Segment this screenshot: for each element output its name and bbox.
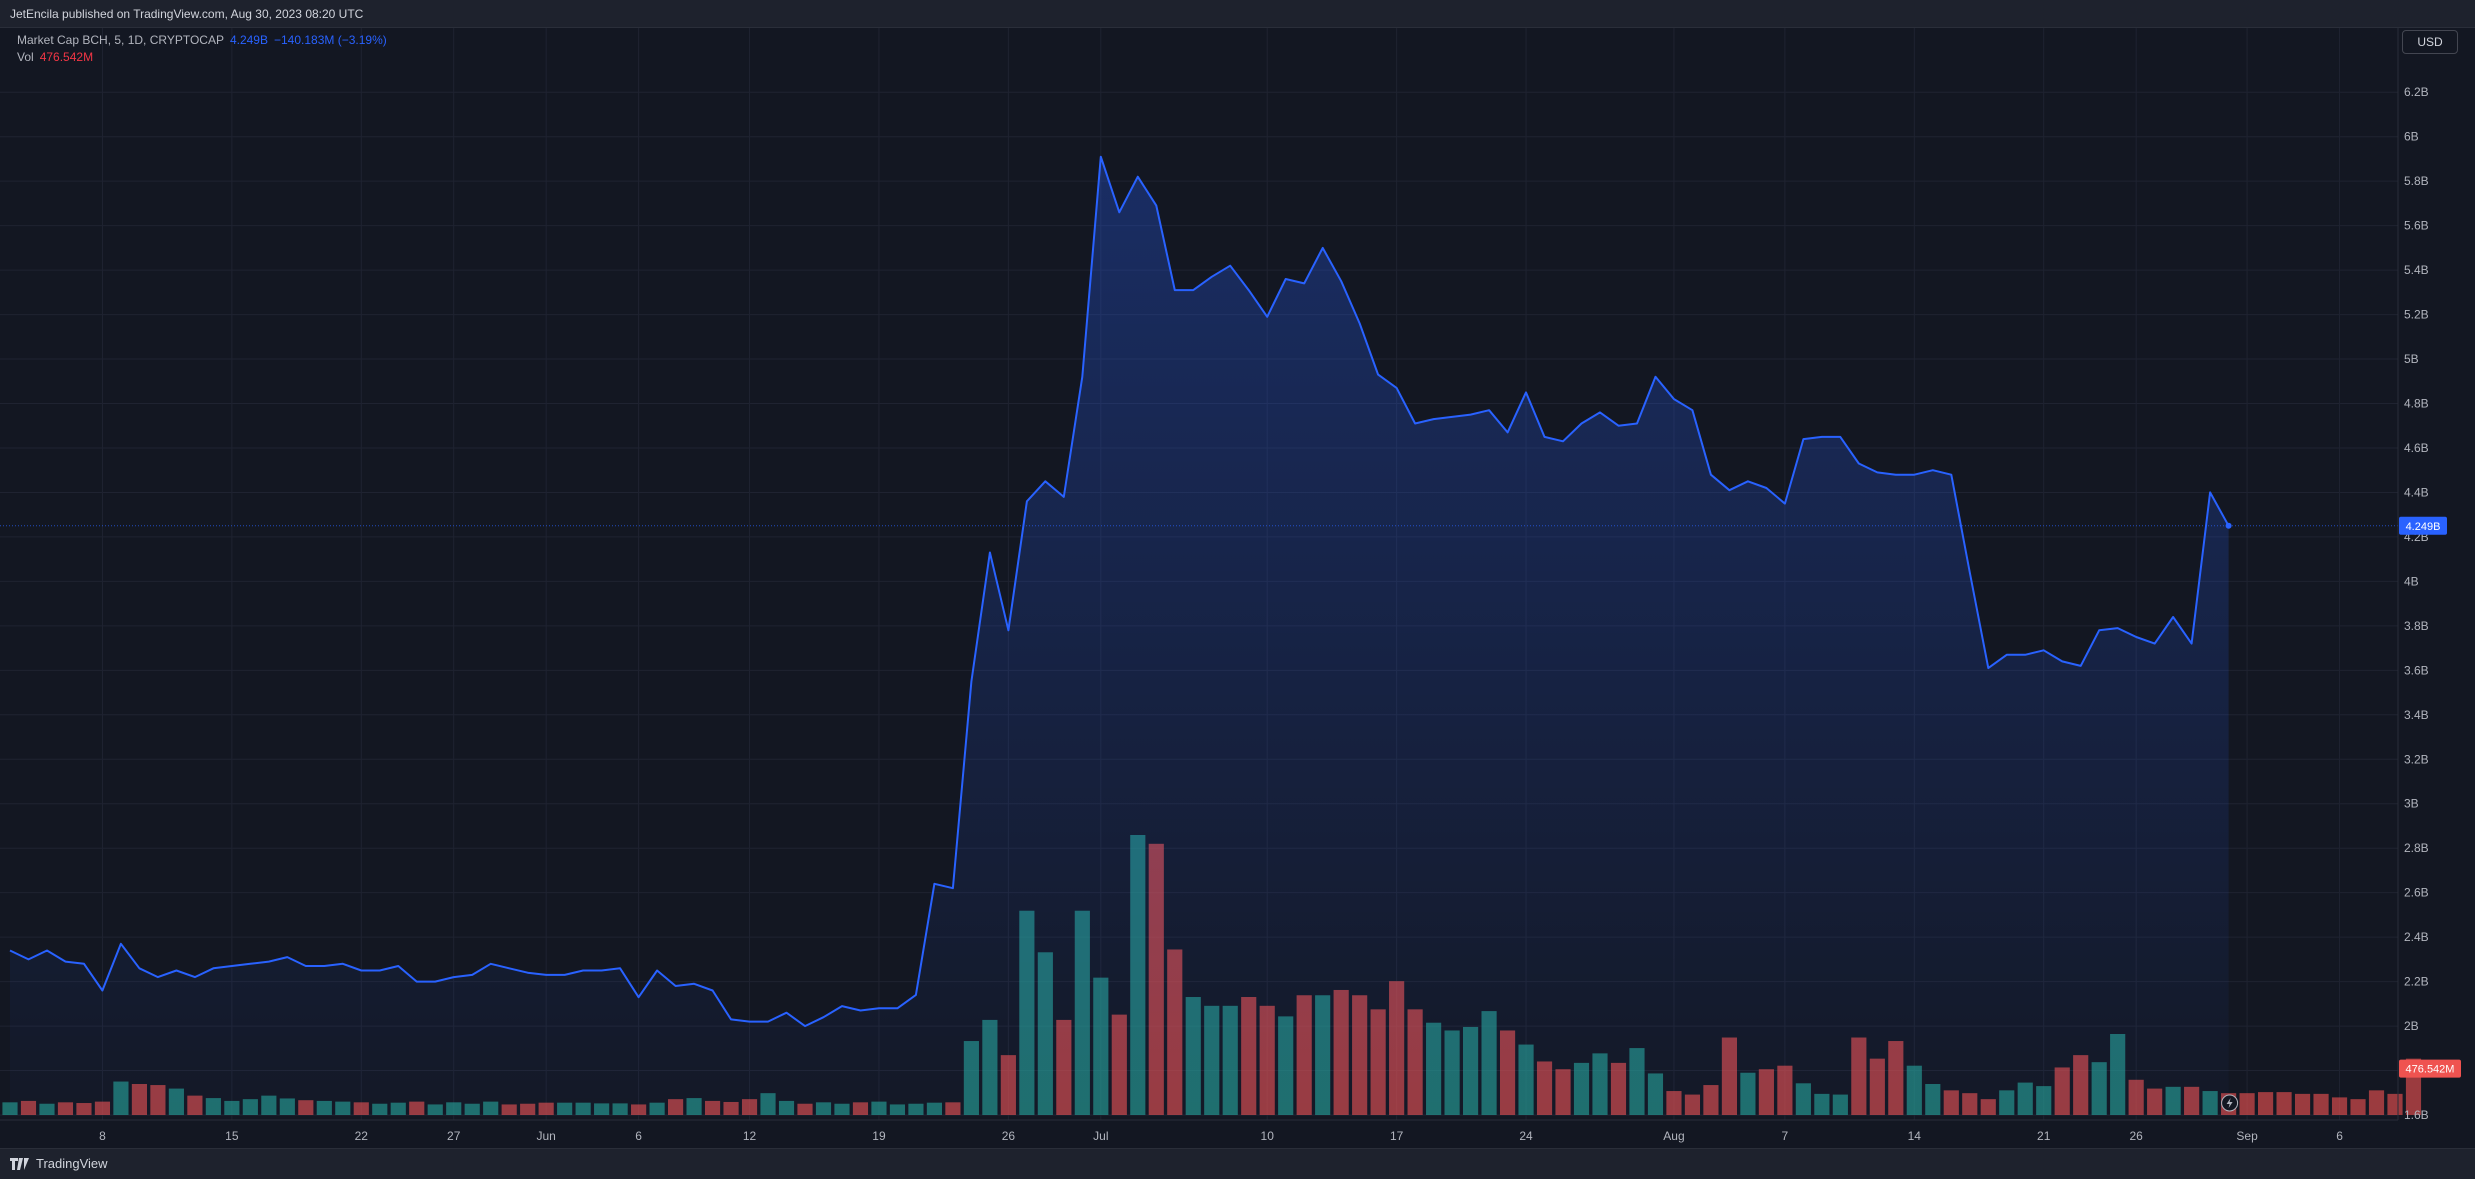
volume-bar [2387, 1093, 2403, 1115]
y-tick-label: 3B [2404, 797, 2419, 811]
volume-bar [2258, 1092, 2274, 1115]
volume-bar [2294, 1093, 2311, 1115]
y-tick-label: 2.4B [2404, 930, 2429, 944]
x-tick-label: 10 [1261, 1129, 1275, 1143]
y-tick-label: 5.2B [2404, 308, 2429, 322]
x-tick-label: Sep [2236, 1129, 2258, 1143]
legend-change: −140.183M (−3.19%) [274, 33, 387, 47]
y-tick-label: 5.6B [2404, 219, 2429, 233]
price-area [0, 155, 2398, 1115]
x-tick-label: 24 [1519, 1129, 1533, 1143]
x-tick-label: Aug [1663, 1129, 1684, 1143]
last-price-dot [2225, 522, 2232, 529]
volume-bar [2350, 1099, 2366, 1115]
legend-last-value: 4.249B [229, 33, 268, 47]
x-tick-label: 8 [99, 1129, 106, 1143]
x-tick-label: 14 [1908, 1129, 1922, 1143]
legend-vol-label: Vol [17, 50, 34, 64]
time-axis: 8 15 22 27 Jun 6 12 19 26 Jul 10 17 24 Aug 7 14 21 26 Sep 6 [0, 1119, 2398, 1143]
y-tick-label: 2.6B [2404, 886, 2429, 900]
y-tick-label: 2B [2404, 1019, 2419, 1033]
tradingview-logo-icon [10, 1157, 29, 1170]
x-tick-label: 21 [2037, 1129, 2051, 1143]
y-tick-label: 5.4B [2404, 263, 2429, 277]
x-tick-label: 17 [1390, 1129, 1404, 1143]
price-line [9, 155, 2230, 1028]
x-tick-label: 6 [2336, 1129, 2343, 1143]
footer-bar: TradingView [0, 1148, 2475, 1179]
y-tick-label: 4.6B [2404, 441, 2429, 455]
volume-bar [2331, 1097, 2348, 1115]
x-tick-label: 6 [635, 1129, 642, 1143]
legend-main: Market Cap BCH, 5, 1D, CRYPTOCAP 4.249B −1… [17, 33, 387, 47]
volume-bar [2368, 1090, 2385, 1115]
last-price-badge-text: 4.249B [2406, 521, 2441, 533]
x-tick-label: 15 [225, 1129, 239, 1143]
last-volume-badge [2399, 1059, 2461, 1078]
y-tick-label: 2.8B [2404, 841, 2429, 855]
y-tick-label: 3.8B [2404, 619, 2429, 633]
x-tick-label: 22 [355, 1129, 369, 1143]
y-tick-label: 4B [2404, 574, 2419, 588]
y-tick-label: 5B [2404, 352, 2419, 366]
volume-bar [2313, 1093, 2329, 1115]
y-tick-label: 2.2B [2404, 975, 2429, 989]
y-tick-label: 3.6B [2404, 663, 2429, 677]
x-tick-label: Jul [1093, 1129, 1108, 1143]
x-tick-label: Jun [536, 1129, 555, 1143]
last-value-labels: 4.249B 476.542M [2221, 516, 2461, 1112]
price-axis: 1.6B1.8B2B2.2B2.4B2.6B2.8B3B3.2B3.4B3.6B… [2397, 28, 2429, 1122]
legend-vol-value: 476.542M [39, 50, 94, 64]
y-tick-label: 6.2B [2404, 85, 2429, 99]
publish-bar: JetEncila published on TradingView.com, … [0, 0, 2475, 28]
price-area-fill [10, 156, 2229, 1115]
legend-symbol: Market Cap BCH, 5, 1D, CRYPTOCAP [17, 33, 224, 47]
lightning-glyph [2226, 1098, 2233, 1108]
x-tick-label: 26 [1002, 1129, 1016, 1143]
publish-line: JetEncila published on TradingView.com, … [10, 7, 364, 21]
currency-button[interactable]: USD [2402, 30, 2458, 54]
tradingview-brand[interactable]: TradingView [10, 1156, 108, 1171]
x-tick-label: 7 [1782, 1129, 1789, 1143]
volume-bar [2239, 1093, 2255, 1115]
brand-label: TradingView [36, 1156, 108, 1171]
y-tick-label: 5.8B [2404, 174, 2429, 188]
last-volume-badge-text: 476.542M [2406, 1064, 2455, 1076]
y-tick-label: 3.4B [2404, 708, 2429, 722]
y-tick-label: 4.4B [2404, 485, 2429, 499]
chart-area[interactable]: 1.6B1.8B2B2.2B2.4B2.6B2.8B3B3.2B3.4B3.6B… [0, 28, 2475, 1148]
x-tick-label: 27 [447, 1129, 461, 1143]
y-tick-label: 3.2B [2404, 752, 2429, 766]
y-tick-label: 1.6B [2404, 1108, 2429, 1122]
y-tick-label: 4.8B [2404, 397, 2429, 411]
x-tick-label: 19 [872, 1129, 886, 1143]
x-tick-label: 12 [743, 1129, 757, 1143]
x-tick-label: 26 [2129, 1129, 2143, 1143]
volume-bar [2276, 1092, 2292, 1115]
legend-volume: Vol 476.542M [17, 50, 93, 64]
last-price-badge [2399, 516, 2447, 535]
y-tick-label: 6B [2404, 130, 2419, 144]
